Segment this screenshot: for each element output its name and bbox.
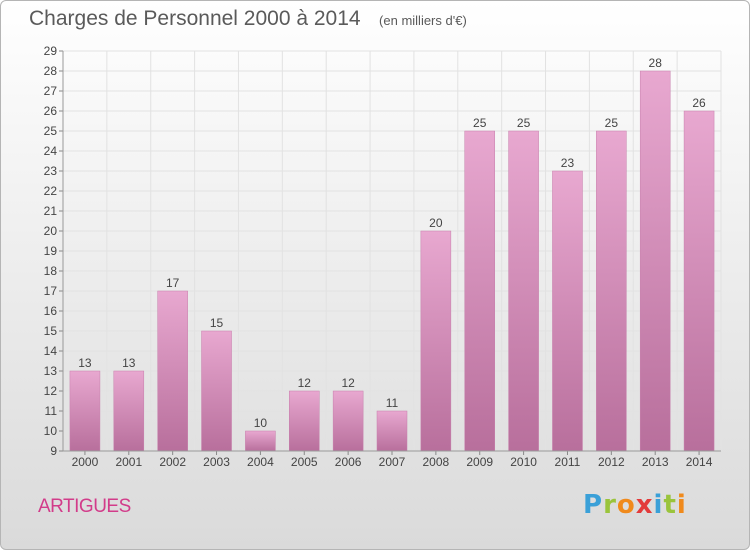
bar <box>596 130 627 452</box>
y-tick-label: 16 <box>44 304 58 318</box>
y-tick-label: 29 <box>44 44 58 58</box>
y-tick-label: 22 <box>44 184 58 198</box>
x-tick-label: 2009 <box>466 455 493 469</box>
data-label: 23 <box>561 156 575 170</box>
bar <box>376 410 408 452</box>
y-tick-label: 26 <box>44 104 58 118</box>
y-tick-label: 25 <box>44 124 58 138</box>
bar <box>245 430 276 452</box>
x-tick-label: 2014 <box>686 455 713 469</box>
bar <box>552 170 583 452</box>
logo-letter: i <box>653 490 664 520</box>
y-tick-label: 28 <box>44 64 58 78</box>
bar <box>508 130 539 452</box>
y-tick-label: 21 <box>44 204 58 218</box>
x-tick-label: 2007 <box>379 455 406 469</box>
logo-letter: t <box>663 490 677 520</box>
logo-letter: i <box>676 490 687 520</box>
y-tick-label: 14 <box>44 344 58 358</box>
data-label: 25 <box>517 116 531 130</box>
x-tick-label: 2006 <box>335 455 362 469</box>
y-tick-label: 23 <box>44 164 58 178</box>
x-tick-label: 2005 <box>291 455 318 469</box>
y-tick-label: 9 <box>50 444 57 458</box>
proxiti-logo: Proxiti <box>583 490 687 520</box>
y-tick-label: 10 <box>44 424 58 438</box>
logo-letter: o <box>616 490 636 520</box>
data-label: 12 <box>341 376 355 390</box>
chart-unit: (en milliers d'€) <box>379 13 467 28</box>
bar <box>332 390 364 452</box>
x-tick-label: 2008 <box>423 455 450 469</box>
data-label: 26 <box>692 96 706 110</box>
data-label: 10 <box>254 416 268 430</box>
axes: 9 10 11 12 13 14 15 16 17 18 19 20 21 22 23 24 25 26 27 28 2… <box>44 44 721 469</box>
data-label: 13 <box>78 356 92 370</box>
x-tick-label: 2010 <box>510 455 537 469</box>
y-tick-label: 19 <box>44 244 58 258</box>
data-label: 28 <box>649 56 663 70</box>
y-tick-label: 27 <box>44 84 58 98</box>
y-tick-label: 12 <box>44 384 58 398</box>
chart-title: Charges de Personnel 2000 à 2014 <box>29 7 361 30</box>
y-tick-label: 18 <box>44 264 58 278</box>
bar <box>201 330 232 452</box>
logo-letter: P <box>583 490 604 520</box>
data-label: 11 <box>386 396 399 410</box>
logo-letter: x <box>635 490 654 520</box>
x-tick-label: 2000 <box>72 455 99 469</box>
y-tick-label: 17 <box>44 284 58 298</box>
bar <box>639 70 671 452</box>
bar <box>289 390 320 452</box>
data-label: 25 <box>605 116 619 130</box>
y-tick-label: 20 <box>44 224 58 238</box>
x-tick-label: 2004 <box>247 455 274 469</box>
y-tick-label: 11 <box>45 404 58 418</box>
data-label: 12 <box>298 376 312 390</box>
commune-name: ARTIGUES <box>38 496 131 517</box>
bar <box>683 110 715 452</box>
x-tick-label: 2013 <box>642 455 669 469</box>
x-tick-label: 2002 <box>159 455 186 469</box>
x-tick-label: 2001 <box>115 455 142 469</box>
bar <box>113 370 145 452</box>
y-tick-label: 15 <box>44 324 58 338</box>
data-label: 17 <box>166 276 180 290</box>
y-tick-label: 24 <box>44 144 58 158</box>
bar <box>157 290 188 452</box>
title-row: Charges de Personnel 2000 à 2014 (en mil… <box>29 7 467 31</box>
bar <box>464 130 495 452</box>
x-tick-label: 2011 <box>555 455 581 469</box>
logo-letter: r <box>603 490 617 520</box>
data-label: 25 <box>473 116 487 130</box>
data-label: 13 <box>122 356 136 370</box>
data-label: 15 <box>210 316 224 330</box>
y-tick-label: 13 <box>44 364 58 378</box>
bar <box>69 370 101 452</box>
bars <box>69 70 715 452</box>
data-label: 20 <box>429 216 443 230</box>
data-labels: 13 13 17 15 10 12 12 11 20 25 25 23 25 28 26 <box>78 56 706 430</box>
x-tick-label: 2003 <box>203 455 230 469</box>
x-tick-label: 2012 <box>598 455 625 469</box>
bar <box>420 230 452 452</box>
